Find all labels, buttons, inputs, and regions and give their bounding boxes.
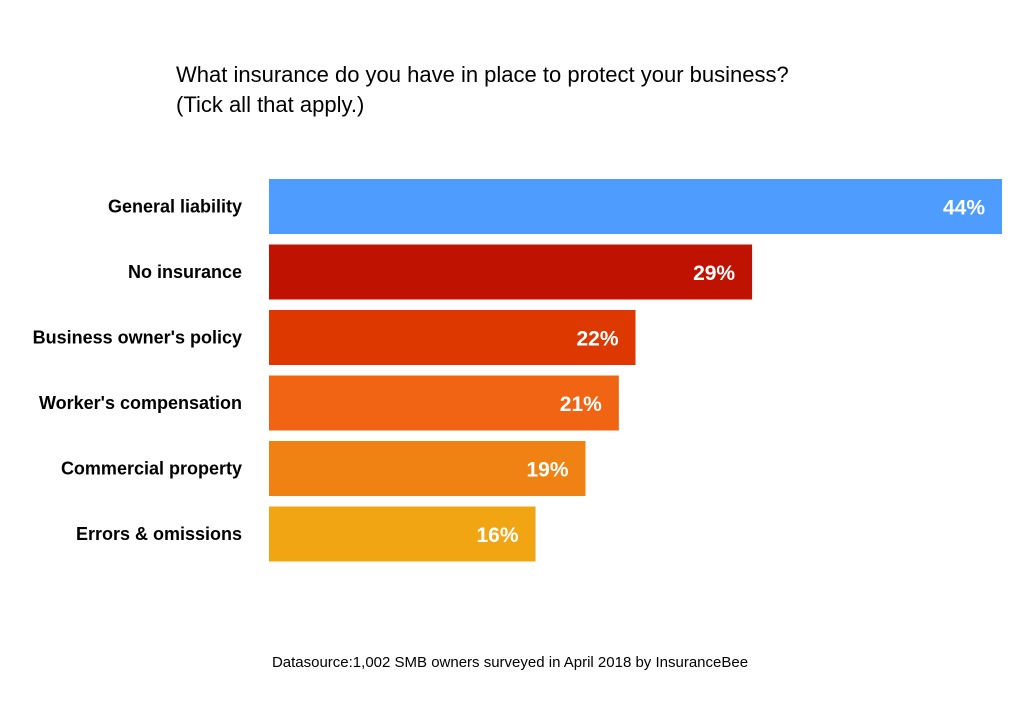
- value-label-0: 44%: [943, 197, 985, 220]
- bar-3: [269, 375, 619, 431]
- category-label-3: Worker's compensation: [39, 393, 242, 413]
- category-label-5: Errors & omissions: [76, 524, 242, 544]
- data-source-note: Datasource:1,002 SMB owners surveyed in …: [271, 654, 749, 671]
- bar-5: [269, 506, 536, 562]
- category-label-1: No insurance: [128, 262, 242, 282]
- bar-0: [269, 179, 1002, 234]
- category-label-4: Commercial property: [61, 459, 242, 479]
- bar-1: [269, 244, 753, 300]
- chart-subtitle: (Tick all that apply.): [176, 92, 365, 117]
- value-label-5: 16%: [477, 524, 519, 547]
- chart-title-block: What insurance do you have in place to p…: [176, 60, 789, 120]
- value-label-1: 29%: [693, 262, 735, 285]
- value-label-2: 22%: [576, 328, 618, 351]
- category-label-2: Business owner's policy: [33, 328, 242, 348]
- bar-4: [269, 441, 586, 496]
- chart-title: What insurance do you have in place to p…: [176, 62, 789, 87]
- value-label-3: 21%: [560, 393, 602, 416]
- bar-2: [269, 310, 636, 365]
- category-label-0: General liability: [108, 197, 242, 217]
- bar-chart: General liability 44% No insurance 29% Busin…: [33, 179, 1002, 562]
- value-label-4: 19%: [526, 459, 568, 482]
